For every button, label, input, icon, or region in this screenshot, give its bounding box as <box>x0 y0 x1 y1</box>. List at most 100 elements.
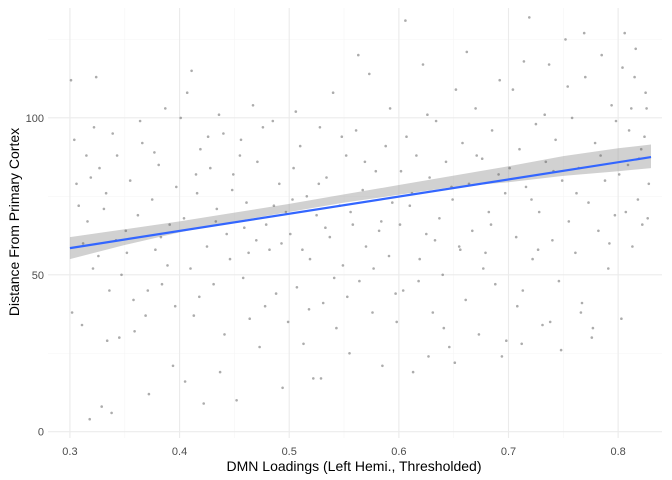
data-point <box>521 289 525 292</box>
data-point <box>268 248 271 251</box>
data-point <box>128 179 132 182</box>
data-point <box>146 289 150 292</box>
data-point <box>543 113 546 116</box>
x-tick-label: 0.6 <box>391 446 406 458</box>
data-point <box>522 60 526 63</box>
data-point <box>599 154 602 157</box>
data-point <box>291 198 294 201</box>
data-point <box>584 75 587 79</box>
data-point <box>498 78 502 82</box>
data-point <box>480 157 484 160</box>
data-point <box>457 245 461 248</box>
data-point <box>518 147 521 151</box>
data-point <box>308 257 312 261</box>
data-point <box>150 198 154 201</box>
data-point <box>185 91 189 94</box>
data-point <box>263 304 267 308</box>
data-point <box>411 370 415 374</box>
data-point <box>620 317 623 321</box>
data-point <box>610 104 613 107</box>
data-point <box>631 245 634 248</box>
data-point <box>305 195 309 198</box>
data-point <box>235 399 238 402</box>
x-axis-title: DMN Loadings (Left Hemi., Thresholded) <box>227 458 482 474</box>
data-point <box>264 223 268 226</box>
data-point <box>505 339 508 343</box>
data-point <box>623 31 626 35</box>
data-point <box>312 377 315 380</box>
data-point <box>580 301 584 305</box>
data-point <box>590 336 594 339</box>
data-point <box>85 154 88 157</box>
data-point <box>531 257 534 261</box>
data-point <box>564 38 567 41</box>
data-point <box>548 320 552 324</box>
data-point <box>451 198 454 201</box>
data-point <box>381 364 384 368</box>
data-point <box>318 126 322 129</box>
data-point <box>86 220 89 223</box>
data-point <box>391 201 394 204</box>
data-point <box>217 113 221 116</box>
data-point <box>408 204 412 207</box>
data-point <box>271 119 275 123</box>
data-point <box>298 144 302 148</box>
data-point <box>497 173 500 176</box>
data-point <box>340 135 344 138</box>
data-point <box>243 226 246 229</box>
data-point <box>307 308 311 311</box>
data-point <box>484 251 487 255</box>
data-point <box>427 355 430 358</box>
data-point <box>516 304 519 308</box>
data-point <box>633 75 636 79</box>
data-point <box>438 217 441 220</box>
data-point <box>284 210 288 214</box>
data-point <box>607 267 610 270</box>
data-point <box>199 147 202 151</box>
data-point <box>528 16 531 19</box>
data-point <box>89 176 93 179</box>
data-point <box>278 182 281 186</box>
data-point <box>624 210 628 214</box>
data-point <box>428 176 431 179</box>
data-point <box>448 345 451 349</box>
data-point <box>639 147 643 151</box>
data-point <box>110 411 113 415</box>
data-point <box>351 223 355 226</box>
data-point <box>141 141 144 145</box>
data-point <box>503 191 507 195</box>
data-point <box>256 160 259 164</box>
data-point <box>108 289 111 292</box>
regression-line <box>69 156 652 250</box>
data-point <box>444 160 448 164</box>
data-point <box>91 267 95 270</box>
data-point <box>372 267 375 270</box>
data-point <box>487 210 491 214</box>
data-point <box>138 119 142 123</box>
data-point <box>232 173 235 176</box>
data-point <box>524 185 528 189</box>
data-point <box>559 348 563 352</box>
data-point <box>214 220 218 223</box>
data-point <box>189 267 192 270</box>
data-point <box>171 364 175 368</box>
data-point <box>557 279 561 283</box>
data-point <box>617 173 621 176</box>
data-point <box>245 201 248 204</box>
data-point <box>295 286 299 289</box>
data-point <box>302 342 305 346</box>
data-point <box>489 223 493 226</box>
data-point <box>111 132 114 135</box>
data-point <box>465 50 469 54</box>
grid-lines <box>48 8 662 438</box>
data-point <box>281 386 284 390</box>
data-point <box>195 191 199 195</box>
data-point <box>251 104 255 107</box>
data-point <box>377 229 381 233</box>
data-point <box>98 166 101 170</box>
data-point <box>332 276 336 280</box>
data-point <box>319 377 323 380</box>
data-point <box>118 336 121 339</box>
data-point <box>357 53 360 57</box>
